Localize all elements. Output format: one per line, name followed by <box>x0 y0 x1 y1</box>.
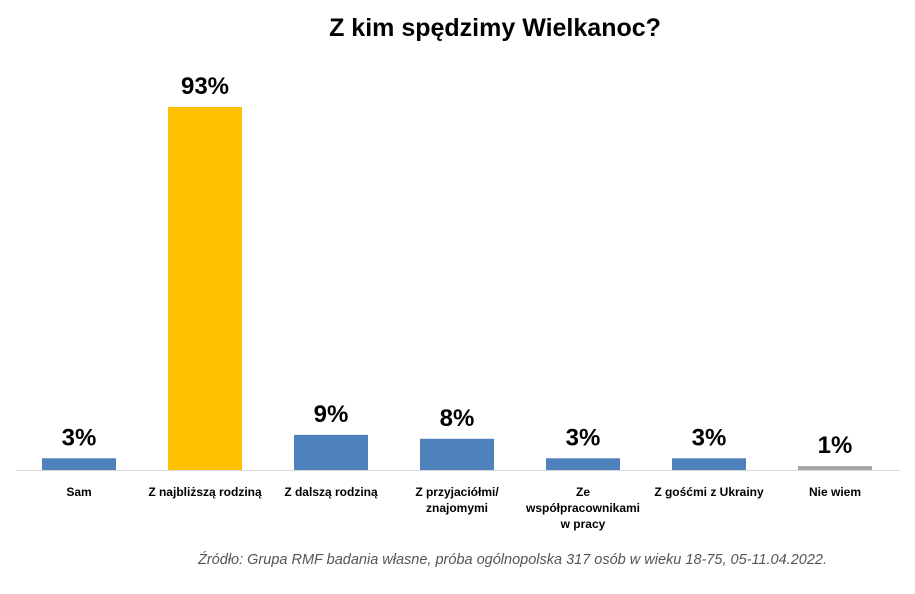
x-tick-label-4-line-2: znajomymi <box>426 501 488 515</box>
x-tick-label-6: Z gośćmi z Ukrainy <box>654 485 764 499</box>
x-tick-label-5-line-1: Ze <box>576 485 590 499</box>
x-tick-label-3: Z dalszą rodziną <box>284 485 378 499</box>
x-tick-label-1: Sam <box>66 485 91 499</box>
data-label-5: 3% <box>566 424 601 451</box>
data-label-4: 8% <box>440 405 475 432</box>
x-tick-label-7: Nie wiem <box>809 485 861 499</box>
chart-title: Z kim spędzimy Wielkanoc? <box>329 14 661 42</box>
x-tick-label-2: Z najbliższą rodziną <box>148 485 262 499</box>
bar-2 <box>168 107 242 470</box>
data-label-7: 1% <box>818 432 853 459</box>
bar-1 <box>42 458 116 470</box>
bar-3 <box>294 434 368 470</box>
data-label-6: 3% <box>692 424 727 451</box>
source-note: Źródło: Grupa RMF badania własne, próba … <box>198 552 828 568</box>
data-label-1: 3% <box>62 424 97 451</box>
x-tick-label-5-line-3: w pracy <box>560 517 606 531</box>
bar-6 <box>672 458 746 470</box>
data-label-3: 9% <box>314 401 349 428</box>
data-label-2: 93% <box>181 73 229 100</box>
x-tick-label-4-line-1: Z przyjaciółmi/ <box>415 485 499 499</box>
bar-5 <box>546 458 620 470</box>
x-tick-label-5-line-2: współpracownikami <box>525 501 640 515</box>
bar-4 <box>420 438 494 470</box>
bar-7 <box>798 466 872 470</box>
